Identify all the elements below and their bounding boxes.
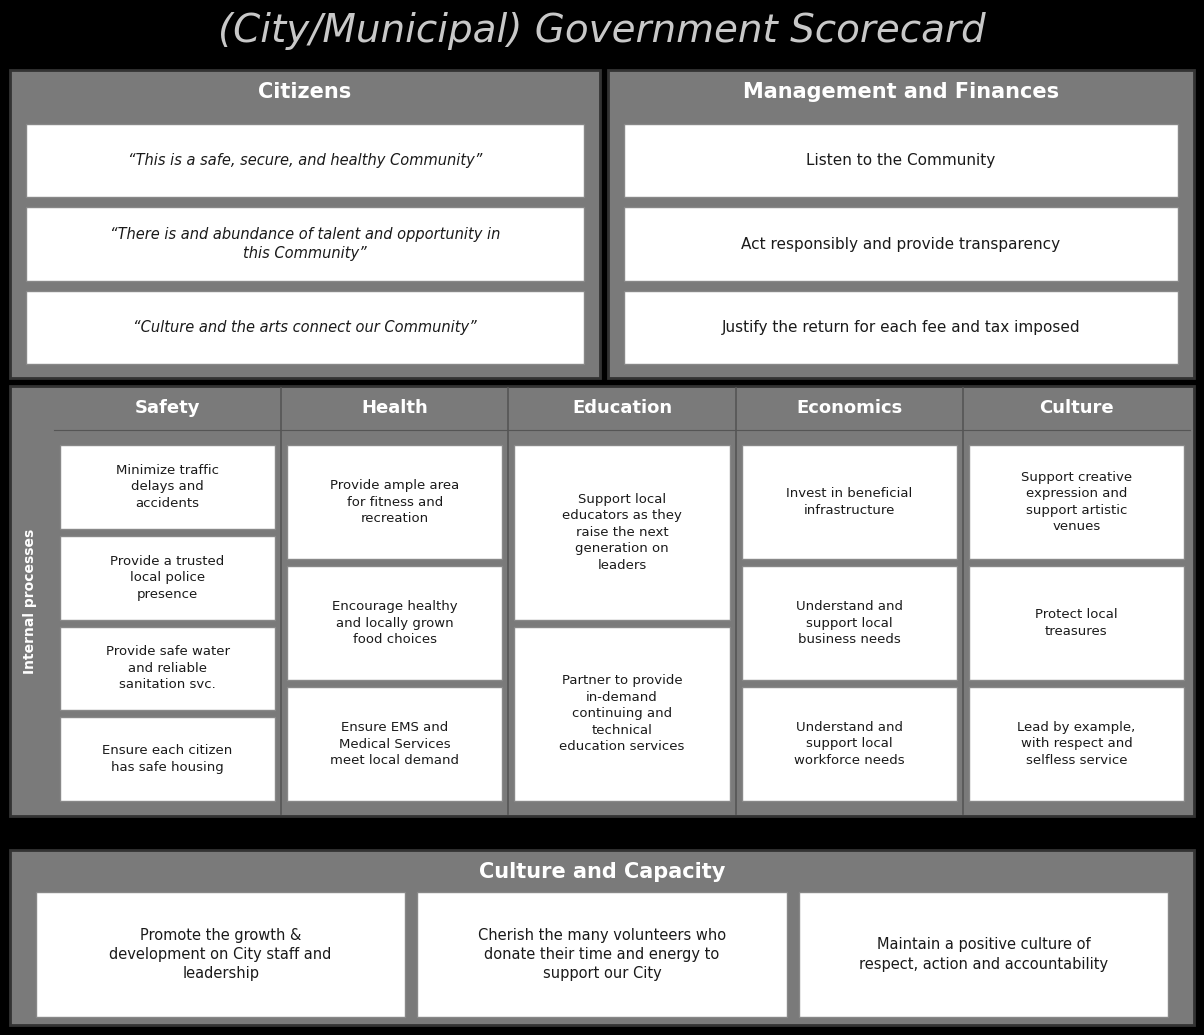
Text: (City/Municipal) Government Scorecard: (City/Municipal) Government Scorecard: [218, 12, 986, 50]
Text: Promote the growth &
development on City staff and
leadership: Promote the growth & development on City…: [110, 927, 332, 981]
Text: Health: Health: [361, 400, 429, 417]
FancyBboxPatch shape: [624, 124, 1178, 198]
FancyBboxPatch shape: [60, 717, 276, 801]
Text: Internal processes: Internal processes: [23, 529, 37, 674]
Text: Cherish the many volunteers who
donate their time and energy to
support our City: Cherish the many volunteers who donate t…: [478, 927, 726, 981]
Text: Understand and
support local
workforce needs: Understand and support local workforce n…: [793, 721, 904, 767]
FancyBboxPatch shape: [60, 536, 276, 620]
FancyBboxPatch shape: [969, 687, 1184, 801]
Text: Culture: Culture: [1039, 400, 1114, 417]
FancyBboxPatch shape: [26, 291, 584, 364]
Text: Partner to provide
in-demand
continuing and
technical
education services: Partner to provide in-demand continuing …: [560, 674, 685, 753]
Text: Justify the return for each fee and tax imposed: Justify the return for each fee and tax …: [721, 320, 1080, 335]
Text: Culture and Capacity: Culture and Capacity: [479, 862, 725, 882]
FancyBboxPatch shape: [10, 386, 1194, 816]
Text: “Culture and the arts connect our Community”: “Culture and the arts connect our Commun…: [134, 320, 477, 335]
Text: Lead by example,
with respect and
selfless service: Lead by example, with respect and selfle…: [1017, 721, 1135, 767]
FancyBboxPatch shape: [742, 566, 957, 680]
FancyBboxPatch shape: [969, 566, 1184, 680]
FancyBboxPatch shape: [608, 70, 1194, 378]
FancyBboxPatch shape: [514, 626, 730, 801]
Text: Minimize traffic
delays and
accidents: Minimize traffic delays and accidents: [116, 464, 219, 510]
Text: Understand and
support local
business needs: Understand and support local business ne…: [796, 600, 903, 646]
FancyBboxPatch shape: [288, 566, 502, 680]
FancyBboxPatch shape: [742, 445, 957, 559]
FancyBboxPatch shape: [60, 626, 276, 710]
FancyBboxPatch shape: [288, 445, 502, 559]
FancyBboxPatch shape: [624, 207, 1178, 280]
FancyBboxPatch shape: [969, 445, 1184, 559]
FancyBboxPatch shape: [10, 70, 600, 378]
Text: Citizens: Citizens: [259, 82, 352, 102]
Text: Economics: Economics: [796, 400, 902, 417]
Text: Maintain a positive culture of
respect, action and accountability: Maintain a positive culture of respect, …: [858, 938, 1108, 972]
Text: “There is and abundance of talent and opportunity in
this Community”: “There is and abundance of talent and op…: [110, 227, 500, 261]
Text: Ensure each citizen
has safe housing: Ensure each citizen has safe housing: [102, 744, 232, 774]
FancyBboxPatch shape: [514, 445, 730, 620]
FancyBboxPatch shape: [10, 850, 1194, 1025]
FancyBboxPatch shape: [418, 892, 786, 1017]
FancyBboxPatch shape: [26, 207, 584, 280]
Text: Provide safe water
and reliable
sanitation svc.: Provide safe water and reliable sanitati…: [106, 646, 230, 691]
Text: Protect local
treasures: Protect local treasures: [1035, 609, 1117, 638]
FancyBboxPatch shape: [36, 892, 406, 1017]
Text: Ensure EMS and
Medical Services
meet local demand: Ensure EMS and Medical Services meet loc…: [330, 721, 459, 767]
Text: Encourage healthy
and locally grown
food choices: Encourage healthy and locally grown food…: [332, 600, 458, 646]
Text: Management and Finances: Management and Finances: [743, 82, 1060, 102]
Text: Safety: Safety: [135, 400, 200, 417]
Text: Support local
educators as they
raise the next
generation on
leaders: Support local educators as they raise th…: [562, 493, 681, 571]
Text: Act responsibly and provide transparency: Act responsibly and provide transparency: [742, 237, 1061, 252]
FancyBboxPatch shape: [26, 124, 584, 198]
FancyBboxPatch shape: [288, 687, 502, 801]
Text: Invest in beneficial
infrastructure: Invest in beneficial infrastructure: [786, 487, 913, 516]
Text: Provide ample area
for fitness and
recreation: Provide ample area for fitness and recre…: [330, 479, 460, 525]
Text: Education: Education: [572, 400, 672, 417]
Text: “This is a safe, secure, and healthy Community”: “This is a safe, secure, and healthy Com…: [128, 153, 482, 168]
FancyBboxPatch shape: [798, 892, 1168, 1017]
FancyBboxPatch shape: [624, 291, 1178, 364]
Text: Provide a trusted
local police
presence: Provide a trusted local police presence: [111, 555, 225, 600]
FancyBboxPatch shape: [60, 445, 276, 529]
Text: Listen to the Community: Listen to the Community: [807, 153, 996, 168]
Text: Support creative
expression and
support artistic
venues: Support creative expression and support …: [1021, 471, 1132, 533]
FancyBboxPatch shape: [742, 687, 957, 801]
